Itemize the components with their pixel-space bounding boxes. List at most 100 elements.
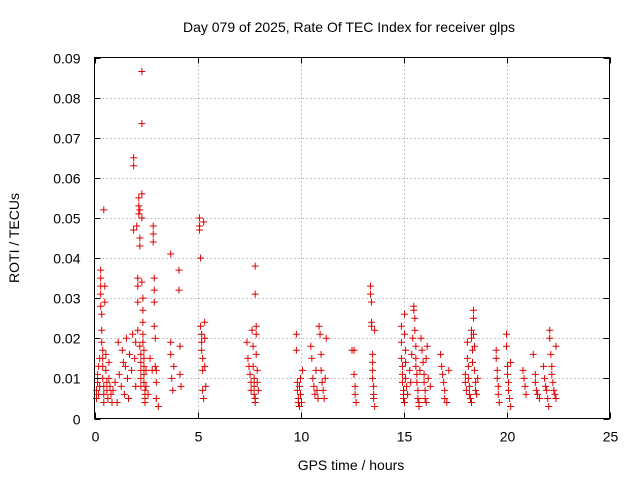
data-point: [531, 370, 539, 378]
data-point: [397, 322, 405, 330]
data-point: [97, 302, 105, 310]
data-point: [464, 362, 472, 370]
data-point: [121, 362, 129, 370]
data-point: [398, 378, 406, 386]
data-point: [150, 286, 158, 294]
data-point: [135, 202, 143, 210]
data-point: [114, 338, 122, 346]
y-tick-label: 0.02: [53, 331, 80, 347]
data-point: [251, 262, 259, 270]
data-point: [250, 390, 258, 398]
data-point: [398, 370, 406, 378]
data-point: [551, 390, 559, 398]
data-point: [402, 358, 410, 366]
data-point: [136, 234, 144, 242]
x-tick-label: 20: [500, 429, 516, 445]
data-point: [309, 374, 317, 382]
data-point: [140, 354, 148, 362]
data-point: [412, 362, 420, 370]
data-point: [292, 330, 300, 338]
data-point: [406, 366, 414, 374]
data-point: [176, 342, 184, 350]
data-point: [371, 326, 379, 334]
data-point: [150, 298, 158, 306]
data-point: [401, 310, 409, 318]
data-point: [201, 318, 209, 326]
data-point: [98, 310, 106, 318]
y-tick-label: 0.09: [53, 51, 80, 67]
data-point: [472, 378, 480, 386]
data-point: [117, 382, 125, 390]
data-point: [506, 394, 514, 402]
data-point: [461, 370, 469, 378]
data-point: [168, 374, 176, 382]
data-point: [107, 390, 115, 398]
data-point: [101, 298, 109, 306]
data-point: [297, 390, 304, 398]
data-point: [140, 346, 148, 354]
data-point: [470, 314, 478, 322]
data-point: [415, 402, 423, 410]
data-point: [138, 214, 146, 222]
data-point: [413, 378, 421, 386]
data-point: [138, 68, 146, 76]
data-point: [154, 402, 162, 410]
data-point: [350, 346, 358, 354]
data-point: [293, 378, 301, 386]
data-point: [311, 390, 319, 398]
data-point: [463, 354, 471, 362]
data-point: [464, 374, 472, 382]
data-point: [151, 334, 159, 342]
data-point: [249, 362, 257, 370]
data-point: [472, 386, 480, 394]
data-point: [317, 366, 325, 374]
data-point: [152, 378, 160, 386]
data-point: [246, 370, 254, 378]
data-point: [471, 366, 479, 374]
data-point: [252, 322, 260, 330]
data-point: [507, 402, 515, 410]
data-point: [140, 362, 148, 370]
data-point: [422, 354, 430, 362]
data-point: [144, 390, 152, 398]
y-tick-label: 0.05: [53, 211, 80, 227]
data-point: [299, 366, 307, 374]
data-point: [139, 306, 147, 314]
data-point: [149, 222, 157, 230]
data-point: [97, 266, 105, 274]
data-point: [467, 326, 475, 334]
x-tick-label: 15: [397, 429, 413, 445]
data-point: [398, 362, 406, 370]
data-point: [175, 286, 183, 294]
data-point: [197, 254, 205, 262]
data-point: [175, 266, 183, 274]
data-point: [100, 390, 108, 398]
data-point: [411, 314, 419, 322]
data-point: [437, 350, 445, 358]
data-point: [139, 318, 147, 326]
axis-ticks: 0 5 10 15 20 25 0 0.01 0.02 0.03 0.04 0.05 0.06 0.07 0…: [53, 51, 618, 445]
data-point: [529, 350, 537, 358]
data-point: [198, 346, 206, 354]
data-point: [367, 290, 375, 298]
data-point: [254, 386, 262, 394]
data-point: [418, 346, 426, 354]
data-point: [102, 350, 110, 358]
data-point: [369, 374, 377, 382]
data-point: [403, 382, 411, 390]
data-point: [135, 210, 143, 218]
data-point: [474, 374, 482, 382]
data-point: [253, 366, 261, 374]
plot-frame: [94, 57, 610, 419]
data-point: [438, 362, 446, 370]
data-point: [99, 362, 107, 370]
data-point: [315, 322, 323, 330]
data-point: [139, 338, 147, 346]
data-point: [244, 354, 252, 362]
data-point: [313, 386, 321, 394]
data-point: [470, 306, 478, 314]
data-point: [495, 398, 503, 406]
data-point: [126, 350, 134, 358]
data-point: [351, 382, 359, 390]
data-point: [547, 350, 555, 358]
